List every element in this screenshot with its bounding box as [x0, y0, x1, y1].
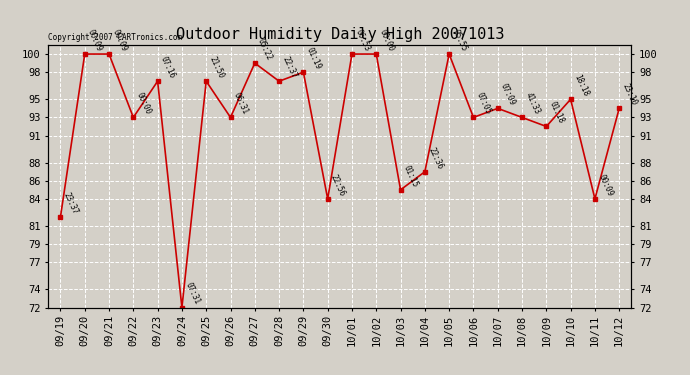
Text: 00:09: 00:09	[596, 173, 614, 198]
Text: 41:33: 41:33	[524, 91, 542, 116]
Text: 22:56: 22:56	[329, 173, 347, 198]
Text: 21:50: 21:50	[208, 55, 226, 80]
Text: 07:16: 07:16	[159, 55, 177, 80]
Text: 01:19: 01:19	[305, 46, 323, 71]
Text: 00:00: 00:00	[377, 28, 395, 53]
Text: 06:31: 06:31	[232, 91, 250, 116]
Text: 22:37: 22:37	[280, 55, 298, 80]
Text: 18:18: 18:18	[572, 73, 590, 98]
Text: 23:37: 23:37	[62, 191, 80, 216]
Text: 05:22: 05:22	[256, 37, 274, 62]
Text: 07:31: 07:31	[184, 281, 201, 306]
Text: 01:18: 01:18	[548, 100, 566, 125]
Text: 07:05: 07:05	[475, 91, 493, 116]
Text: 23:10: 23:10	[620, 82, 638, 107]
Text: 05:55: 05:55	[451, 28, 469, 53]
Text: 00:00: 00:00	[135, 91, 152, 116]
Text: 06:53: 06:53	[353, 28, 371, 53]
Text: Copyright 2007 CARTronics.com: Copyright 2007 CARTronics.com	[48, 33, 182, 42]
Text: 00:09: 00:09	[110, 28, 128, 53]
Text: 01:15: 01:15	[402, 164, 420, 189]
Title: Outdoor Humidity Daily High 20071013: Outdoor Humidity Daily High 20071013	[175, 27, 504, 42]
Text: 22:36: 22:36	[426, 146, 444, 170]
Text: 00:09: 00:09	[86, 28, 104, 53]
Text: 07:09: 07:09	[499, 82, 517, 107]
